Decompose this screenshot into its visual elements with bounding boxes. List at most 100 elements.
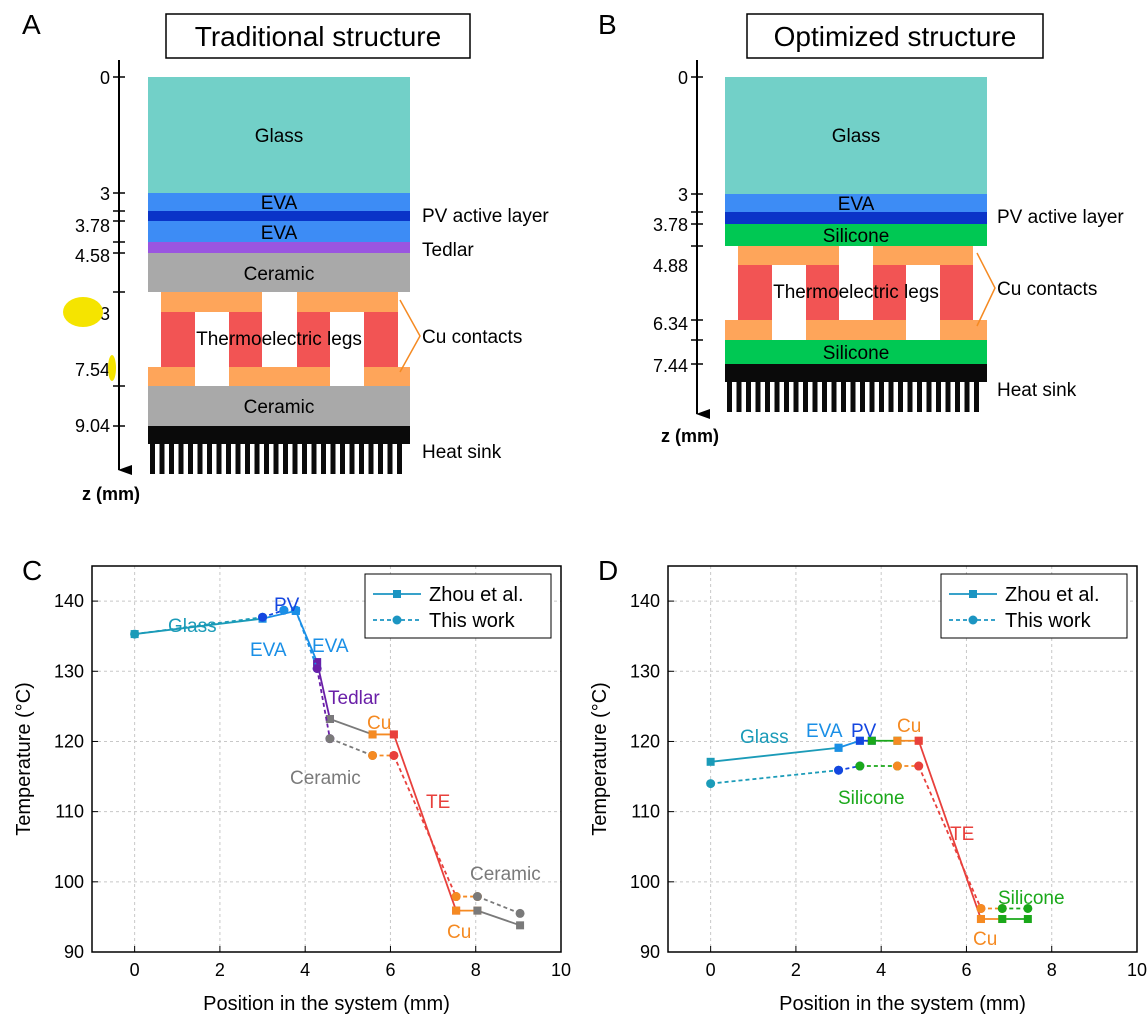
legend-marker <box>392 615 402 625</box>
cu-contact <box>229 367 330 386</box>
te-leg <box>873 265 906 320</box>
z-tick-label: 3 <box>100 184 110 204</box>
heat-sink-fin <box>264 444 269 474</box>
series-segment <box>710 769 839 785</box>
data-point <box>368 750 378 760</box>
legend-label: Zhou et al. <box>429 584 524 606</box>
z-tick-label: 3.78 <box>653 215 688 235</box>
x-tick-label: 2 <box>215 960 225 980</box>
plot-frame <box>91 565 562 953</box>
panel-b: B Optimized structure 0 3 3.78 4.88 6.34… <box>598 9 1124 446</box>
data-point <box>867 736 876 745</box>
series-segment <box>316 668 331 739</box>
heat-sink-fin <box>330 444 336 474</box>
y-tick-label: 110 <box>631 802 660 822</box>
legend-label: This work <box>1005 610 1092 632</box>
heat-sink-fin <box>169 444 174 474</box>
layer-ceramic-bottom <box>148 386 410 426</box>
annotation-cu-top: Cu <box>897 716 921 737</box>
legend-label: Zhou et al. <box>1005 584 1100 606</box>
data-point <box>1023 915 1032 924</box>
series-segment <box>262 610 297 620</box>
te-leg <box>161 312 195 367</box>
legend-label: This work <box>429 610 516 632</box>
layer-ceramic-bottom-label: Ceramic <box>244 397 315 418</box>
annotation-pv: PV <box>274 595 300 616</box>
heat-sink-fin <box>197 444 203 474</box>
heat-sink-fin <box>746 382 751 412</box>
layer-glass-label: Glass <box>255 126 304 147</box>
te-leg <box>229 312 262 367</box>
z-tick-label: 7.54 <box>75 360 110 380</box>
data-point <box>368 730 377 739</box>
data-point <box>976 903 986 913</box>
heat-sink-fin <box>302 444 307 474</box>
heat-sink-fin <box>311 444 317 474</box>
layer-ceramic-top <box>148 253 410 292</box>
data-point <box>855 736 864 745</box>
legend-marker <box>968 615 978 625</box>
series-segment <box>710 746 839 763</box>
y-axis-label: Temperature (°C) <box>13 682 35 836</box>
series-segment <box>329 737 373 757</box>
series-segment <box>917 740 982 920</box>
data-point <box>834 765 844 775</box>
cu-contact <box>738 246 839 265</box>
y-tick-label: 90 <box>640 942 660 962</box>
layer-eva-bottom-label: EVA <box>261 223 298 244</box>
cu-contact <box>873 246 973 265</box>
panel-letter-c: C <box>22 555 42 586</box>
series-segment <box>134 616 263 635</box>
heat-sink-fin <box>359 444 364 474</box>
heat-sink-fin <box>812 382 818 412</box>
annotation-cu-top: Cu <box>367 713 391 734</box>
panel-a: A Traditional structure 0 3 3.78 4.58 3 … <box>22 9 549 504</box>
series-segment <box>393 734 457 911</box>
chart-c-annotations: Glass PV EVA EVA Tedlar Cu Ceramic TE Ce… <box>168 595 541 943</box>
panel-b-axis-label: z (mm) <box>661 426 719 446</box>
x-axis-label: Position in the system (mm) <box>779 993 1026 1015</box>
cu-contact <box>940 320 987 340</box>
x-axis-label: Position in the system (mm) <box>203 993 450 1015</box>
data-point <box>279 605 289 615</box>
data-point <box>472 892 482 902</box>
pv-active-layer-label: PV active layer <box>997 207 1124 228</box>
panel-b-title: Optimized structure <box>774 21 1017 52</box>
heat-sink-fin <box>955 382 960 412</box>
heat-sink-label: Heat sink <box>422 442 502 463</box>
panel-d: D 0 2 4 6 8 10 90 100 110 120 130 140 Position in th… <box>589 555 1147 1015</box>
te-legs-label: Thermoelectric legs <box>773 282 939 303</box>
cu-contact <box>161 292 262 312</box>
y-tick-label: 120 <box>54 731 84 751</box>
panel-a-title: Traditional structure <box>195 21 441 52</box>
panel-b-z-ticks <box>691 76 703 365</box>
annotation-ceramic-mid: Ceramic <box>290 768 361 789</box>
heat-sink-fin <box>964 382 970 412</box>
data-point <box>313 658 322 667</box>
cu-contact <box>364 367 410 386</box>
heat-sink-fin <box>397 444 402 474</box>
panel-b-z-tick-labels: 0 3 3.78 4.88 6.34 7.44 <box>653 68 688 376</box>
x-tick-label: 4 <box>876 960 886 980</box>
heat-sink-fins <box>727 382 979 412</box>
heat-sink-fin <box>936 382 941 412</box>
x-tick-label: 0 <box>706 960 716 980</box>
heat-sink-fin <box>378 444 383 474</box>
heat-sink-fin <box>340 444 345 474</box>
data-point <box>706 779 716 789</box>
annotation-eva: EVA <box>806 721 843 742</box>
layer-silicone-top-label: Silicone <box>823 226 890 247</box>
heat-sink-fin <box>178 444 184 474</box>
data-point <box>976 915 985 924</box>
x-tick-label: 4 <box>300 960 310 980</box>
x-tick-label: 2 <box>791 960 801 980</box>
layer-silicone-bottom-label: Silicone <box>823 343 890 364</box>
x-tick-label: 8 <box>1047 960 1057 980</box>
heat-sink-fin <box>755 382 761 412</box>
data-point <box>515 908 525 918</box>
heat-sink-fin <box>898 382 903 412</box>
z-tick-label: 0 <box>678 68 688 88</box>
heat-sink-fin <box>888 382 894 412</box>
data-point <box>325 734 335 744</box>
legend-marker <box>969 590 977 598</box>
